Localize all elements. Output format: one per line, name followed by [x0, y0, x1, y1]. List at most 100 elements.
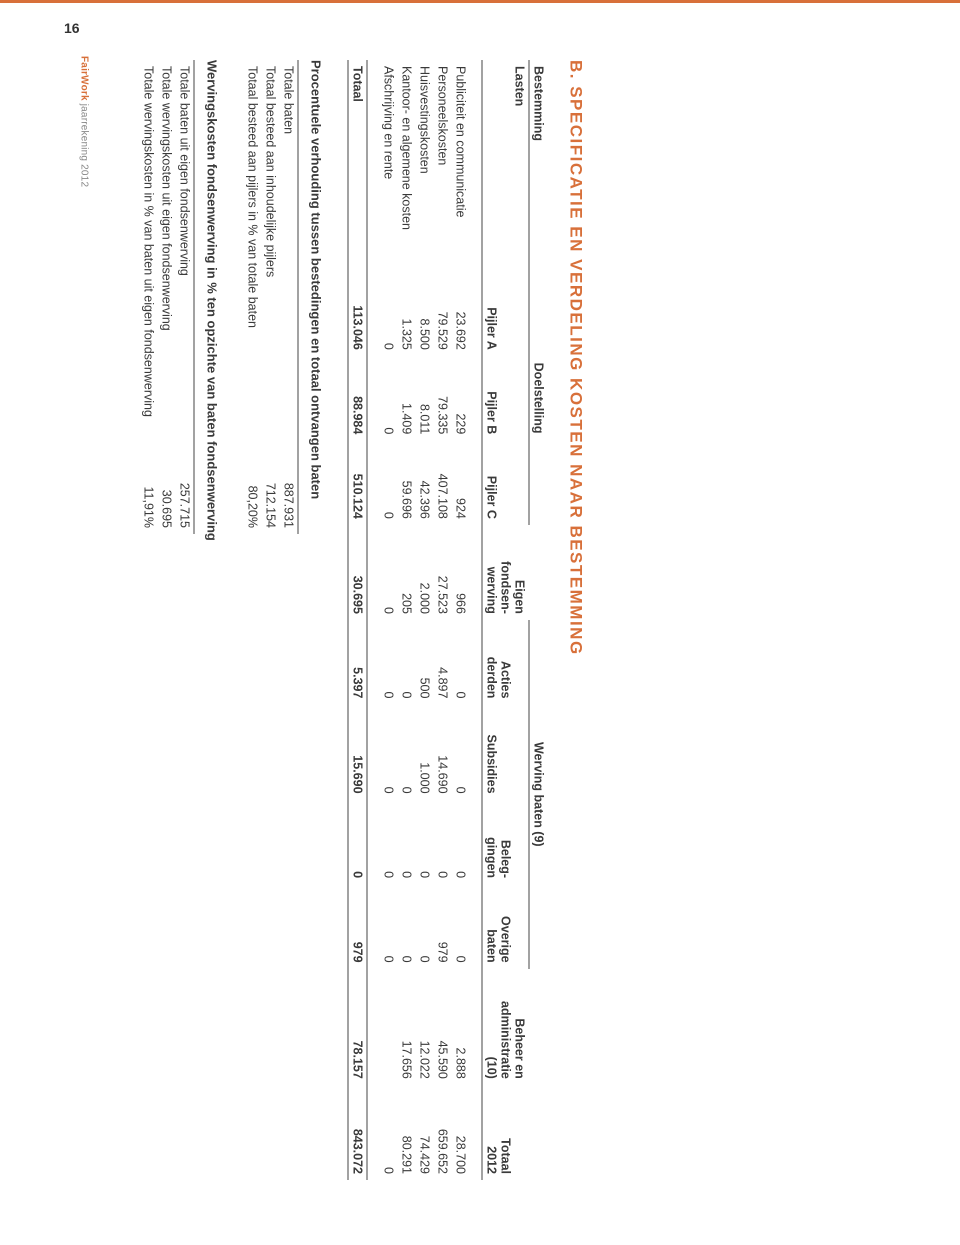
row-label: Personeelskosten: [434, 60, 452, 271]
col-pijler-b: Pijler B: [483, 356, 530, 441]
cell: 8.011: [416, 356, 434, 441]
col-beheer-l1: Beheer en: [513, 1018, 527, 1078]
cell: 407.108: [434, 440, 452, 525]
col-totaal-l1: Totaal: [499, 1138, 513, 1174]
werving-heading: Wervingskosten fondsenwerving in % ten o…: [205, 60, 220, 1180]
group-gap: [529, 525, 548, 620]
cell: 0: [398, 800, 416, 885]
row-label: Huisvestingskosten: [416, 60, 434, 271]
content: B. SPECIFICATIE EN VERDELING KOSTEN NAAR…: [140, 60, 586, 1180]
corner-label: Bestemming: [529, 60, 548, 271]
werving-label-1: Totale wervingskosten uit eigen fondsenw…: [158, 60, 176, 432]
werving-value-0: 257.715: [176, 432, 195, 534]
table-row: Totale wervingskosten uit eigen fondsenw…: [158, 60, 176, 534]
werving-value-2: 11,91%: [140, 432, 158, 534]
row-header-label: Lasten: [483, 60, 530, 271]
ratio-label-1: Totaal besteed aan inhoudelijke pijlers: [262, 60, 280, 432]
cell: 0: [380, 800, 398, 885]
cell: 0: [452, 704, 470, 799]
col-eigen-l3: werving: [485, 567, 499, 614]
cell: 659.652: [434, 1085, 452, 1180]
col-pijler-a: Pijler A: [483, 271, 530, 356]
total-c7: 979: [349, 884, 368, 969]
ratio-value-2: 80,20%: [244, 432, 262, 534]
table-row: Totale baten 887.931: [280, 60, 299, 534]
cell: 0: [398, 620, 416, 705]
cell: 79.529: [434, 271, 452, 356]
ratio-table: Totale baten 887.931 Totaal besteed aan …: [244, 60, 299, 534]
cell: 2.888: [452, 969, 470, 1085]
col-beheer-l2: administratie: [499, 1001, 513, 1079]
group-doelstelling: Doelstelling: [529, 271, 548, 525]
cell: 966: [452, 525, 470, 620]
cell: 0: [416, 800, 434, 885]
cell: 0: [380, 1085, 398, 1180]
col-subsidies: Subsidies: [483, 704, 530, 799]
col-beheer-admin: Beheer en administratie (10): [483, 969, 530, 1085]
allocation-table: Bestemming Doelstelling Werving baten (9…: [348, 60, 548, 1180]
cell: 0: [398, 704, 416, 799]
cell: 0: [398, 884, 416, 969]
cell: 14.690: [434, 704, 452, 799]
col-totaal: Totaal 2012: [483, 1085, 530, 1180]
table-row: Publiciteit en communicatie23.6922299249…: [452, 60, 470, 1180]
col-acties-l2: derden: [485, 657, 499, 699]
col-acties-derden: Acties derden: [483, 620, 530, 705]
cell: 27.523: [434, 525, 452, 620]
doc-meta: FairWork jaarrekening 2012: [79, 56, 90, 187]
row-label: Publiciteit en communicatie: [452, 60, 470, 271]
cell: 42.396: [416, 440, 434, 525]
cell: 1.000: [416, 704, 434, 799]
total-c4: 5.397: [349, 620, 368, 705]
table-row: Totaal besteed aan pijlers in % van tota…: [244, 60, 262, 534]
cell: 8.500: [416, 271, 434, 356]
cell: 979: [434, 884, 452, 969]
cell: 80.291: [398, 1085, 416, 1180]
col-overige-baten: Overige baten: [483, 884, 530, 969]
row-label: Afschrijving en rente: [380, 60, 398, 271]
col-beleg-l2: gingen: [485, 837, 499, 878]
total-c0: 113.046: [349, 271, 368, 356]
cell: 0: [434, 800, 452, 885]
cell: 0: [380, 620, 398, 705]
cell: 0: [416, 884, 434, 969]
werving-value-1: 30.695: [158, 432, 176, 534]
cell: 0: [380, 704, 398, 799]
cell: 0: [380, 440, 398, 525]
col-pijler-c: Pijler C: [483, 440, 530, 525]
col-totaal-l2: 2012: [485, 1146, 499, 1174]
table-row: Huisvestingskosten8.5008.01142.3962.0005…: [416, 60, 434, 1180]
col-overige-l1: Overige: [499, 916, 513, 963]
ratio-label-0: Totale baten: [280, 60, 299, 432]
werving-label-0: Totale baten uit eigen fondsenwerving: [176, 60, 195, 432]
cell: [380, 969, 398, 1085]
werving-label-2: Totale wervingskosten in % van baten uit…: [140, 60, 158, 432]
table-row: Afschrijving en rente000000000: [380, 60, 398, 1180]
cell: 79.335: [434, 356, 452, 441]
cell: 229: [452, 356, 470, 441]
col-beleg-l1: Beleg-: [499, 840, 513, 878]
doc-meta-rest: jaarrekening 2012: [79, 101, 90, 187]
cell: 500: [416, 620, 434, 705]
cell: 2.000: [416, 525, 434, 620]
total-c6: 0: [349, 800, 368, 885]
total-c8: 78.157: [349, 969, 368, 1085]
cell: 0: [380, 525, 398, 620]
cell: 28.700: [452, 1085, 470, 1180]
table-row: Totaal besteed aan inhoudelijke pijlers …: [262, 60, 280, 534]
cell: 17.656: [398, 969, 416, 1085]
cell: 59.696: [398, 440, 416, 525]
brand-name: FairWork: [79, 56, 90, 101]
table-total-row: Totaal 113.046 88.984 510.124 30.695 5.3…: [349, 60, 368, 1180]
top-accent-rule: [0, 0, 960, 13]
cell: 1.409: [398, 356, 416, 441]
cell: 205: [398, 525, 416, 620]
cell: 4.897: [434, 620, 452, 705]
left-meta-strip: 16 FairWork jaarrekening 2012: [64, 20, 104, 720]
col-beleggingen: Beleg- gingen: [483, 800, 530, 885]
cell: 0: [380, 884, 398, 969]
group-tail: [529, 969, 548, 1180]
col-eigen-fondsenwerving: Eigen fondsen- werving: [483, 525, 530, 620]
cell: 23.692: [452, 271, 470, 356]
total-c3: 30.695: [349, 525, 368, 620]
